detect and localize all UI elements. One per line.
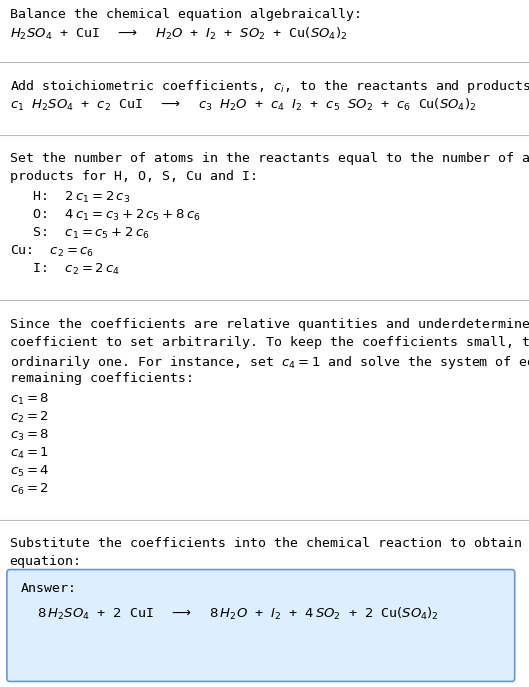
Text: $c_5 = 4$: $c_5 = 4$ xyxy=(10,464,49,479)
Text: Answer:: Answer: xyxy=(21,582,77,595)
Text: I:  $c_2 = 2\,c_4$: I: $c_2 = 2\,c_4$ xyxy=(25,262,120,277)
Text: $c_2 = 2$: $c_2 = 2$ xyxy=(10,410,49,425)
Text: $c_4 = 1$: $c_4 = 1$ xyxy=(10,446,49,461)
Text: Set the number of atoms in the reactants equal to the number of atoms in the: Set the number of atoms in the reactants… xyxy=(10,152,529,165)
Text: $H_2SO_4$ + CuI  $\longrightarrow$  $H_2O$ + $I_2$ + $SO_2$ + Cu$(SO_4)_2$: $H_2SO_4$ + CuI $\longrightarrow$ $H_2O$… xyxy=(10,26,347,42)
Text: Substitute the coefficients into the chemical reaction to obtain the balanced: Substitute the coefficients into the che… xyxy=(10,537,529,550)
Text: Balance the chemical equation algebraically:: Balance the chemical equation algebraica… xyxy=(10,8,361,21)
Text: $c_1 = 8$: $c_1 = 8$ xyxy=(10,392,49,407)
Text: coefficient to set arbitrarily. To keep the coefficients small, the arbitrary va: coefficient to set arbitrarily. To keep … xyxy=(10,336,529,349)
Text: $c_1$ $H_2SO_4$ + $c_2$ CuI  $\longrightarrow$  $c_3$ $H_2O$ + $c_4$ $I_2$ + $c_: $c_1$ $H_2SO_4$ + $c_2$ CuI $\longrighta… xyxy=(10,97,476,113)
Text: S:  $c_1 = c_5 + 2\,c_6$: S: $c_1 = c_5 + 2\,c_6$ xyxy=(25,226,150,241)
Text: O:  $4\,c_1 = c_3 + 2\,c_5 + 8\,c_6$: O: $4\,c_1 = c_3 + 2\,c_5 + 8\,c_6$ xyxy=(25,208,201,223)
Text: $c_6 = 2$: $c_6 = 2$ xyxy=(10,482,49,497)
Text: Since the coefficients are relative quantities and underdetermined, choose a: Since the coefficients are relative quan… xyxy=(10,318,529,331)
Text: H:  $2\,c_1 = 2\,c_3$: H: $2\,c_1 = 2\,c_3$ xyxy=(25,190,131,205)
Text: ordinarily one. For instance, set $c_4 = 1$ and solve the system of equations fo: ordinarily one. For instance, set $c_4 =… xyxy=(10,354,529,371)
Text: products for H, O, S, Cu and I:: products for H, O, S, Cu and I: xyxy=(10,170,258,183)
FancyBboxPatch shape xyxy=(7,570,515,682)
Text: $8\,H_2SO_4$ + $2$ CuI  $\longrightarrow$  $8\,H_2O$ + $I_2$ + $4\,SO_2$ + $2$ C: $8\,H_2SO_4$ + $2$ CuI $\longrightarrow$… xyxy=(37,606,439,622)
Text: $c_3 = 8$: $c_3 = 8$ xyxy=(10,428,49,443)
Text: equation:: equation: xyxy=(10,555,81,568)
Text: Add stoichiometric coefficients, $c_i$, to the reactants and products:: Add stoichiometric coefficients, $c_i$, … xyxy=(10,78,529,95)
Text: remaining coefficients:: remaining coefficients: xyxy=(10,372,194,385)
Text: Cu:  $c_2 = c_6$: Cu: $c_2 = c_6$ xyxy=(10,244,94,259)
